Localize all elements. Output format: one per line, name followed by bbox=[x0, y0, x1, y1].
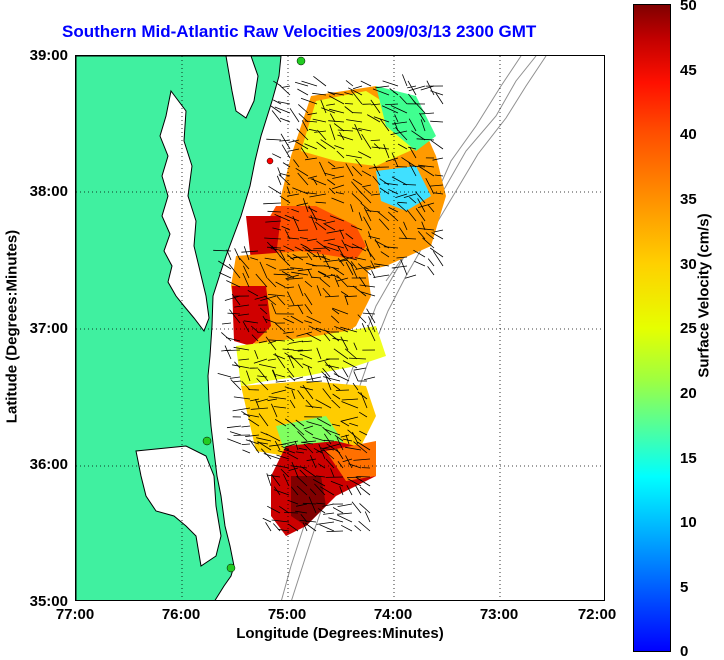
map-title: Southern Mid-Atlantic Raw Velocities 200… bbox=[0, 22, 724, 42]
colorbar-tick: 5 bbox=[680, 579, 688, 596]
velocity-arrow bbox=[383, 81, 398, 86]
velocity-arrow bbox=[431, 140, 443, 149]
colorbar-tick: 15 bbox=[680, 450, 697, 467]
velocity-arrow bbox=[230, 377, 240, 378]
velocity-arrow bbox=[313, 76, 326, 86]
station-marker-north bbox=[297, 57, 305, 65]
velocity-arrow bbox=[277, 176, 281, 185]
velocity-arrow bbox=[373, 275, 389, 278]
velocity-arrow bbox=[271, 106, 281, 113]
velocity-arrow bbox=[333, 508, 343, 514]
colorbar-label: Surface Velocity (cm/s) bbox=[696, 166, 713, 426]
velocity-arrow bbox=[402, 74, 407, 86]
velocity-arrow bbox=[360, 487, 370, 495]
velocity-arrow bbox=[323, 377, 340, 381]
x-tick-label: 76:00 bbox=[151, 606, 211, 623]
station-marker-red bbox=[267, 158, 273, 164]
velocity-arrow bbox=[355, 525, 362, 531]
x-tick-label: 74:00 bbox=[363, 606, 423, 623]
velocity-arrow bbox=[281, 134, 290, 149]
velocity-arrow bbox=[337, 513, 352, 514]
velocity-arrow bbox=[401, 259, 407, 275]
velocity-arrow bbox=[353, 86, 362, 89]
y-axis-label: Latitude (Degrees:Minutes) bbox=[4, 192, 21, 462]
velocity-arrow bbox=[342, 368, 348, 377]
velocity-arrow bbox=[290, 108, 299, 122]
velocity-arrow bbox=[359, 521, 370, 531]
colorbar-tick: 20 bbox=[680, 385, 697, 402]
y-tick-label: 39:00 bbox=[8, 47, 68, 64]
velocity-arrow bbox=[298, 104, 308, 113]
velocity-arrow bbox=[408, 81, 416, 95]
velocity-arrow bbox=[346, 80, 353, 86]
velocity-arrow bbox=[428, 266, 434, 275]
velocity-arrow bbox=[372, 270, 376, 278]
velocity-arrow bbox=[222, 323, 231, 324]
velocity-arrow bbox=[302, 81, 318, 86]
velocity-arrow bbox=[242, 426, 251, 427]
velocity-arrow bbox=[294, 377, 303, 380]
velocity-arrow bbox=[276, 381, 286, 382]
velocity-arrow bbox=[345, 104, 353, 105]
colorbar-tick: 30 bbox=[680, 256, 697, 273]
velocity-arrow bbox=[360, 503, 371, 513]
colorbar-tick: 40 bbox=[680, 126, 697, 143]
velocity-arrow bbox=[266, 522, 272, 531]
velocity-arrow bbox=[219, 273, 231, 279]
velocity-arrow bbox=[282, 86, 290, 88]
station-marker-south bbox=[227, 564, 235, 572]
x-tick-label: 77:00 bbox=[45, 606, 105, 623]
velocity-arrow bbox=[364, 377, 375, 380]
velocity-arrow bbox=[227, 439, 241, 444]
velocity-arrow bbox=[336, 390, 349, 391]
velocity-arrow bbox=[356, 486, 362, 496]
velocity-arrow bbox=[227, 426, 241, 428]
velocity-arrow bbox=[306, 377, 321, 380]
velocity-arrow bbox=[361, 81, 371, 86]
velocity-arrow bbox=[365, 512, 370, 523]
velocity-arrow bbox=[320, 525, 335, 531]
velocity-arrow bbox=[430, 121, 443, 122]
velocity-arrow bbox=[354, 371, 358, 381]
x-tick-label: 72:00 bbox=[567, 606, 627, 623]
colorbar-tick: 45 bbox=[680, 62, 697, 79]
velocity-arrow bbox=[328, 518, 343, 522]
velocity-arrow bbox=[356, 477, 370, 478]
colorbar-tick: 10 bbox=[680, 514, 697, 531]
velocity-arrow bbox=[280, 118, 290, 122]
velocity-arrow bbox=[428, 259, 434, 266]
velocity-arrow bbox=[218, 373, 231, 377]
velocity-arrow bbox=[225, 346, 231, 359]
colorbar-tick: 50 bbox=[680, 0, 697, 14]
velocity-arrow bbox=[354, 368, 366, 370]
station-marker-mid bbox=[203, 437, 211, 445]
map-plot-area bbox=[75, 55, 605, 601]
colorbar-tick: 25 bbox=[680, 320, 697, 337]
x-tick-label: 73:00 bbox=[469, 606, 529, 623]
x-axis-label: Longitude (Degrees:Minutes) bbox=[75, 625, 605, 642]
colorbar-tick: 0 bbox=[680, 643, 688, 660]
velocity-arrow bbox=[298, 230, 308, 231]
velocity-arrow bbox=[327, 531, 344, 532]
colorbar-tick: 35 bbox=[680, 191, 697, 208]
velocity-arrow bbox=[242, 444, 250, 445]
velocity-arrow bbox=[233, 381, 241, 382]
velocity-arrow bbox=[297, 89, 308, 95]
velocity-arrow bbox=[263, 518, 271, 522]
velocity-arrow bbox=[414, 261, 425, 266]
map-canvas bbox=[76, 56, 605, 601]
velocity-arrow bbox=[317, 522, 334, 524]
velocity-arrow bbox=[263, 203, 281, 204]
velocity-arrow bbox=[230, 432, 241, 435]
velocity-arrow bbox=[272, 154, 281, 158]
velocity-arrow bbox=[243, 450, 251, 453]
velocity-arrow bbox=[269, 186, 282, 194]
velocity-arrow bbox=[341, 525, 352, 531]
colorbar bbox=[633, 4, 671, 652]
velocity-arrow bbox=[266, 139, 281, 140]
x-tick-label: 75:00 bbox=[257, 606, 317, 623]
velocity-arrow bbox=[221, 332, 231, 341]
velocity-arrow bbox=[392, 266, 407, 268]
